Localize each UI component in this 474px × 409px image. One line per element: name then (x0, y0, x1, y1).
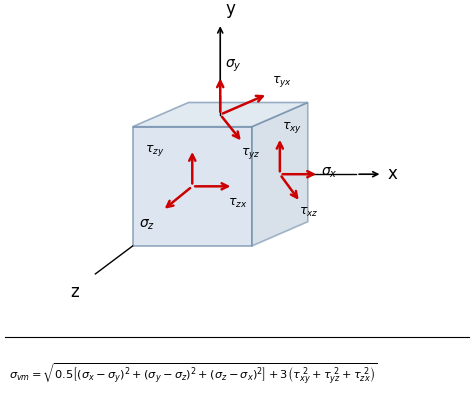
Polygon shape (133, 103, 308, 127)
Text: z: z (71, 283, 79, 301)
Text: $\sigma_x$: $\sigma_x$ (321, 165, 337, 180)
Text: $\tau_{yx}$: $\tau_{yx}$ (273, 74, 292, 89)
Text: $\tau_{xy}$: $\tau_{xy}$ (282, 120, 302, 135)
Text: $\sigma_{vm} = \sqrt{0.5\left[(\sigma_x - \sigma_y)^2 + (\sigma_y - \sigma_z)^2 : $\sigma_{vm} = \sqrt{0.5\left[(\sigma_x … (9, 362, 378, 387)
Text: $\tau_{zx}$: $\tau_{zx}$ (228, 197, 247, 210)
Text: y: y (226, 0, 236, 18)
Text: $\tau_{zy}$: $\tau_{zy}$ (145, 144, 164, 158)
Polygon shape (133, 127, 252, 246)
Text: x: x (388, 165, 398, 183)
Text: $\sigma_z$: $\sigma_z$ (139, 218, 155, 232)
Text: $\sigma_y$: $\sigma_y$ (225, 57, 241, 74)
Text: $\tau_{yz}$: $\tau_{yz}$ (241, 146, 260, 161)
Polygon shape (252, 103, 308, 246)
Text: $\tau_{xz}$: $\tau_{xz}$ (299, 206, 319, 219)
